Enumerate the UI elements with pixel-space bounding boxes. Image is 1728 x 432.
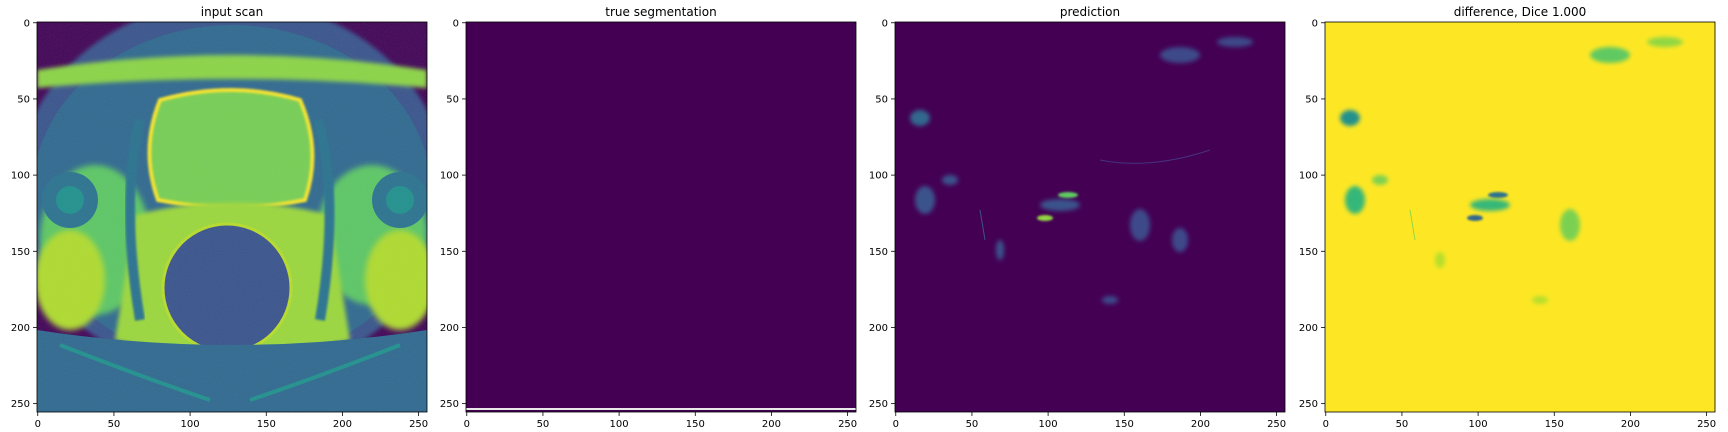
y-tick-label: 250 [11,399,30,410]
y-tick-label: 50 [17,94,30,105]
x-tick-label: 0 [35,419,41,430]
axes-frame [36,21,428,413]
y-tick-label: 150 [869,247,888,258]
panel-true-segmentation: true segmentation [465,5,857,413]
x-tick-label: 250 [1697,419,1716,430]
y-tick-label: 50 [446,94,459,105]
y-tick-label: 200 [11,323,30,334]
y-tick-label: 0 [24,18,30,29]
y-tick-label: 50 [875,94,888,105]
y-tick-label: 250 [1299,399,1318,410]
x-tick-label: 100 [1039,419,1058,430]
y-tick-label: 200 [869,323,888,334]
y-tick-label: 200 [440,323,459,334]
x-tick-label: 0 [464,419,470,430]
x-tick-label: 150 [1115,419,1134,430]
axes-frame [894,21,1286,413]
x-tick-label: 50 [537,419,550,430]
y-tick-label: 250 [440,399,459,410]
y-tick-label: 0 [453,18,459,29]
difference-image [1325,22,1715,412]
bottom-edge-line [466,408,856,410]
x-tick-label: 250 [409,419,428,430]
x-tick-label: 0 [893,419,899,430]
segmentation-image [466,22,856,412]
panel-difference: difference, Dice 1.000 [1324,5,1716,413]
y-tick-label: 100 [440,171,459,182]
x-tick-label: 250 [1267,419,1286,430]
y-tick-label: 150 [11,247,30,258]
y-tick-label: 0 [1312,18,1318,29]
x-tick-label: 100 [1469,419,1488,430]
ticks-layer: 0 50 100 150 200 250 0 50 100 150 200 250 0 50 100 150 2… [11,18,1716,430]
panel-prediction: prediction [894,5,1286,413]
x-tick-label: 200 [1191,419,1210,430]
x-tick-label: 150 [257,419,276,430]
x-tick-label: 150 [686,419,705,430]
panel-title: input scan [201,5,264,19]
x-tick-label: 50 [1396,419,1409,430]
axes-frame [1324,21,1716,413]
x-tick-label: 250 [838,419,857,430]
panel-title: difference, Dice 1.000 [1454,5,1587,19]
panel-title: true segmentation [605,5,716,19]
y-tick-label: 150 [1299,247,1318,258]
x-tick-label: 0 [1323,419,1329,430]
y-tick-label: 200 [1299,323,1318,334]
x-tick-label: 100 [610,419,629,430]
y-tick-label: 250 [869,399,888,410]
x-tick-label: 200 [333,419,352,430]
y-tick-label: 0 [882,18,888,29]
x-tick-label: 200 [762,419,781,430]
mri-image [37,22,427,412]
prediction-image [895,22,1285,412]
x-tick-label: 100 [181,419,200,430]
y-tick-label: 100 [1299,171,1318,182]
panel-title: prediction [1060,5,1120,19]
x-tick-label: 200 [1621,419,1640,430]
y-tick-label: 50 [1305,94,1318,105]
y-tick-label: 100 [869,171,888,182]
axes-frame [465,21,857,413]
x-tick-label: 150 [1545,419,1564,430]
panel-input-scan: input scan [36,5,428,413]
y-tick-label: 150 [440,247,459,258]
y-tick-label: 100 [11,171,30,182]
x-tick-label: 50 [966,419,979,430]
x-tick-label: 50 [108,419,121,430]
